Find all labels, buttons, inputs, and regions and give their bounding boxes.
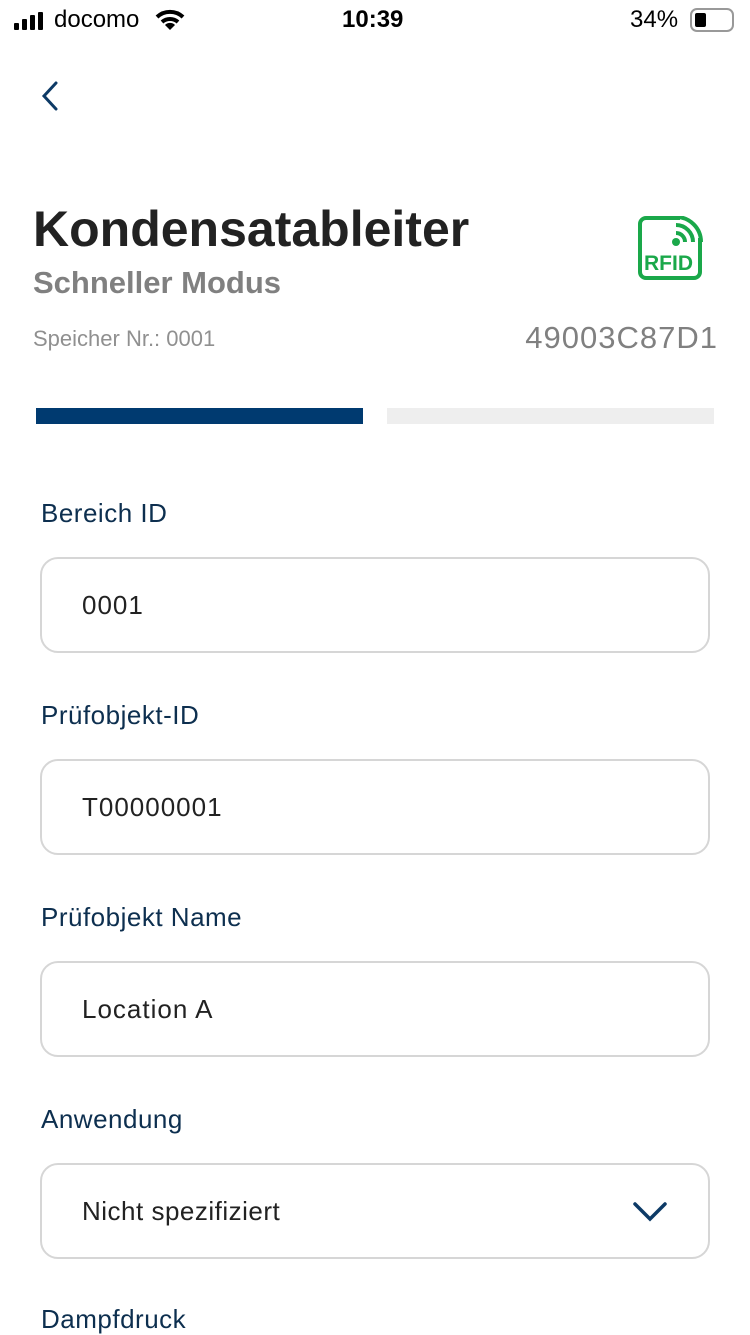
pruefobjekt-name-label: Prüfobjekt Name xyxy=(41,902,243,932)
dampfdruck-label: Dampfdruck xyxy=(41,1304,187,1334)
clock: 10:39 xyxy=(342,6,404,33)
bereich-id-input[interactable]: 0001 xyxy=(40,557,710,653)
pruefobjekt-id-input[interactable]: T00000001 xyxy=(40,759,710,855)
progress-step-2 xyxy=(387,408,714,424)
battery-icon xyxy=(690,8,734,32)
tag-id: 49003C87D1 xyxy=(525,320,718,355)
battery-percent: 34% xyxy=(630,6,679,33)
pruefobjekt-name-input[interactable]: Location A xyxy=(40,961,710,1057)
pruefobjekt-id-label: Prüfobjekt-ID xyxy=(41,700,200,730)
chevron-down-icon xyxy=(633,1202,667,1222)
rfid-icon[interactable]: RFID xyxy=(638,216,706,280)
page-subtitle: Schneller Modus xyxy=(33,265,282,300)
carrier: docomo xyxy=(54,6,140,33)
back-button[interactable] xyxy=(38,80,62,112)
page-title: Kondensatableiter xyxy=(33,201,470,257)
anwendung-value: Nicht spezifiziert xyxy=(82,1195,281,1226)
status-bar: docomo 10:39 34% xyxy=(0,0,750,40)
wifi-icon xyxy=(155,9,185,30)
anwendung-select[interactable]: Nicht spezifiziert xyxy=(40,1163,710,1259)
signal-icon xyxy=(14,12,43,30)
bereich-id-label: Bereich ID xyxy=(41,498,168,528)
memory-number: Speicher Nr.: 0001 xyxy=(33,326,216,351)
progress-step-1 xyxy=(36,408,363,424)
anwendung-label: Anwendung xyxy=(41,1104,183,1134)
